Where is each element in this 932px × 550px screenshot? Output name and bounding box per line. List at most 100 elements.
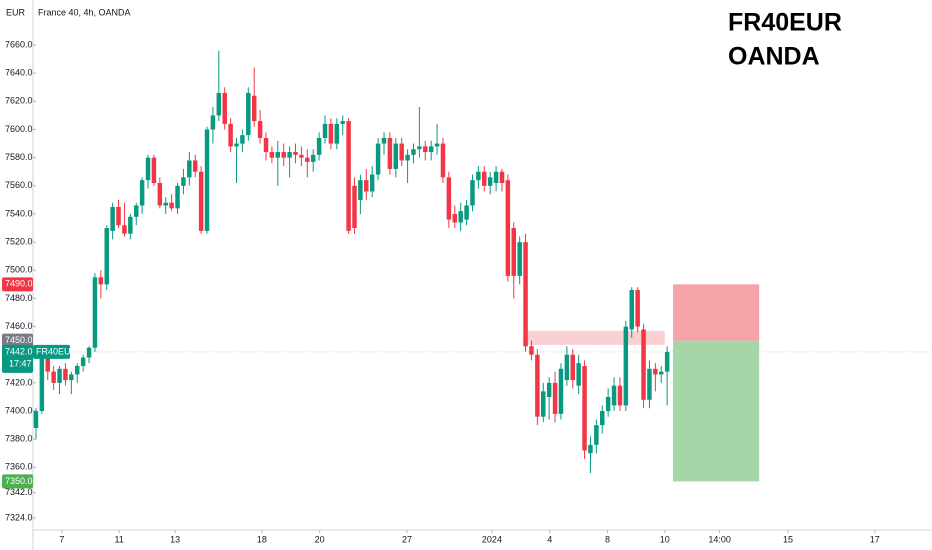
candle-body	[305, 157, 310, 162]
candle-body	[364, 180, 369, 192]
candle-body	[86, 347, 92, 358]
candle-body	[470, 180, 475, 206]
candle-body	[110, 206, 115, 231]
candle-body	[411, 149, 416, 155]
position-stop	[673, 284, 760, 341]
candle-body	[187, 160, 192, 178]
candle-body	[75, 366, 80, 375]
candle-body	[310, 154, 316, 162]
candle-body	[216, 92, 222, 116]
candle-body	[664, 351, 670, 372]
candle-body	[192, 160, 198, 172]
candle-body	[546, 382, 552, 397]
price-tag	[2, 277, 33, 292]
candle-body	[263, 137, 269, 153]
last-price-tag	[2, 344, 33, 373]
candle-body	[198, 171, 204, 231]
price-tag	[2, 333, 33, 348]
candle-body	[635, 289, 640, 327]
candle-body	[381, 137, 387, 144]
candle-body	[222, 92, 227, 124]
candle-body	[393, 143, 399, 169]
candle-body	[399, 143, 404, 161]
candle-body	[204, 129, 210, 231]
x-tick-label: 4	[547, 534, 552, 544]
currency: EUR	[6, 7, 26, 17]
candle-body	[440, 143, 446, 178]
header: France 40, 4h, OANDA	[38, 7, 131, 17]
candle-body	[352, 185, 357, 229]
candle-body	[629, 289, 634, 330]
candle-body	[588, 444, 593, 454]
candle-body	[611, 385, 617, 406]
y-tick-label: 7460.0	[5, 321, 33, 331]
candle-body	[45, 354, 50, 372]
y-tick-label: 7324.0	[5, 512, 33, 522]
candle-body	[387, 137, 393, 169]
candle-body	[98, 277, 104, 285]
candle-body	[570, 354, 575, 381]
candle-body	[269, 152, 275, 158]
candle-body	[139, 180, 145, 206]
x-tick-label: 8	[605, 534, 610, 544]
candle-body	[151, 157, 157, 184]
candle-body	[487, 177, 493, 186]
candle-body	[92, 277, 98, 348]
candle-body	[328, 123, 334, 144]
watermark-subtitle: OANDA	[728, 43, 820, 71]
candle-body	[334, 123, 340, 144]
candle-body	[287, 152, 292, 158]
x-tick-label: 2024	[482, 534, 502, 544]
candle-body	[133, 205, 139, 217]
candle-body	[617, 385, 623, 406]
candle-body	[647, 368, 652, 400]
candle-body	[257, 121, 263, 138]
candle-body	[169, 202, 174, 209]
countdown: 17:47	[9, 358, 32, 368]
candle-body	[175, 185, 180, 209]
y-tick-label: 7420.0	[5, 377, 33, 387]
candle-body	[582, 366, 587, 451]
price-tag	[2, 474, 33, 489]
candle-body	[299, 154, 304, 158]
candle-body	[417, 146, 422, 150]
candle-body	[641, 329, 646, 400]
x-tick-label: 10	[660, 534, 670, 544]
y-tick-label: 7660.0	[5, 39, 33, 49]
symbol-tag	[33, 344, 70, 359]
candle-body	[623, 326, 629, 406]
candle-body	[157, 183, 163, 206]
position-target	[673, 340, 760, 482]
y-tick-label: 7600.0	[5, 124, 33, 134]
candle-body	[228, 123, 233, 147]
x-tick-label: 13	[170, 534, 180, 544]
candle-body	[293, 152, 298, 155]
candle-body	[499, 171, 505, 184]
candle-body	[541, 391, 546, 417]
candle-body	[476, 171, 481, 181]
candle-body	[240, 135, 245, 144]
candle-body	[517, 242, 522, 276]
y-tick-label: 7360.0	[5, 462, 33, 472]
candle-body	[594, 425, 599, 445]
candle-body	[80, 357, 86, 367]
candle-body	[57, 368, 62, 383]
candle-body	[340, 121, 345, 124]
y-tick-label: 7580.0	[5, 152, 33, 162]
candle-body	[346, 121, 351, 231]
candle-body	[558, 368, 564, 414]
y-tick-label: 7620.0	[5, 96, 33, 106]
candle-body	[69, 374, 74, 381]
candle-body	[210, 115, 216, 130]
candle-body	[482, 171, 487, 186]
candle-body	[63, 368, 68, 381]
y-tick-label: 7342.0	[5, 487, 33, 497]
candle-body	[39, 354, 45, 412]
candle-body	[375, 143, 381, 175]
candle-body	[405, 154, 410, 161]
candle-body	[428, 146, 434, 153]
x-tick-label: 18	[257, 534, 267, 544]
last-price-label: 7442.0	[5, 346, 33, 356]
candle-body	[163, 202, 168, 206]
